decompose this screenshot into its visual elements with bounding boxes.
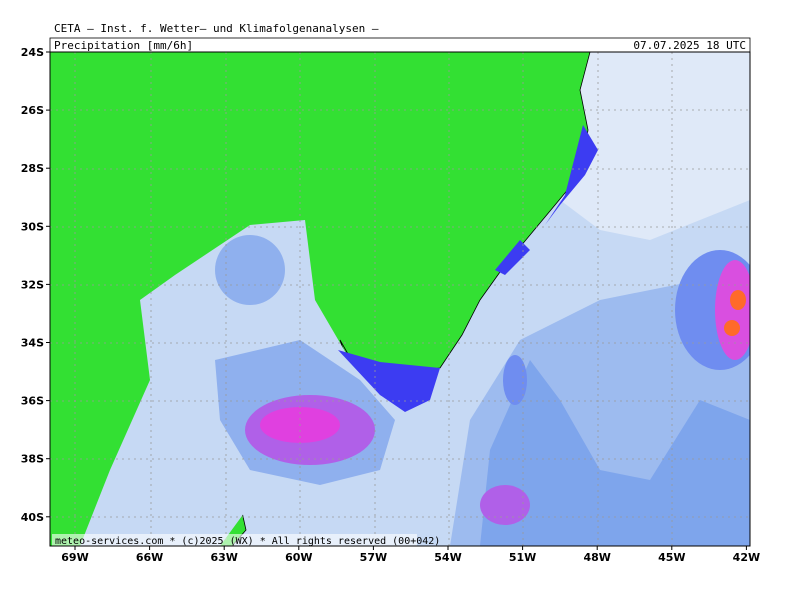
footer-bg — [52, 534, 417, 546]
lat-label: 36S — [21, 395, 44, 408]
precip-core — [480, 485, 530, 525]
map-frame — [49, 51, 751, 547]
valid-time: 07.07.2025 18 UTC — [633, 39, 746, 52]
lon-label: 45W — [658, 551, 685, 564]
lon-label: 66W — [136, 551, 163, 564]
footer-credit: meteo-services.com * (c)2025 (WX) * All … — [55, 536, 440, 547]
product-name: Precipitation [mm/6h] — [54, 39, 193, 52]
precip-area — [215, 235, 285, 305]
lon-label: 48W — [583, 551, 610, 564]
lon-label: 69W — [61, 551, 88, 564]
estuary — [338, 350, 440, 412]
map-area: meteo-services.com * (c)2025 (WX) * All … — [50, 52, 750, 547]
lon-label: 42W — [733, 551, 760, 564]
light-precip — [560, 52, 750, 240]
lat-label: 32S — [21, 278, 44, 291]
lon-label: 51W — [509, 551, 536, 564]
lat-label: 40S — [21, 511, 44, 524]
lat-label: 24S — [21, 46, 44, 59]
header-title: CETA — Inst. f. Wetter— und Klimafolgena… — [54, 22, 379, 35]
graticule — [50, 52, 750, 546]
lon-label: 57W — [360, 551, 387, 564]
lat-label: 26S — [21, 104, 44, 117]
precip-core — [503, 355, 527, 405]
lon-label: 63W — [210, 551, 237, 564]
precip-core — [715, 260, 750, 360]
precip-area — [480, 360, 750, 546]
lagoon — [545, 125, 598, 225]
lon-label: 60W — [285, 551, 312, 564]
lagoon — [495, 240, 530, 275]
lat-label: 38S — [21, 453, 44, 466]
lat-label: 30S — [21, 220, 44, 233]
precip-max — [730, 290, 746, 310]
precip-max — [724, 320, 740, 336]
lat-label: 34S — [21, 337, 44, 350]
lon-label: 54W — [434, 551, 461, 564]
lat-label: 28S — [21, 162, 44, 175]
